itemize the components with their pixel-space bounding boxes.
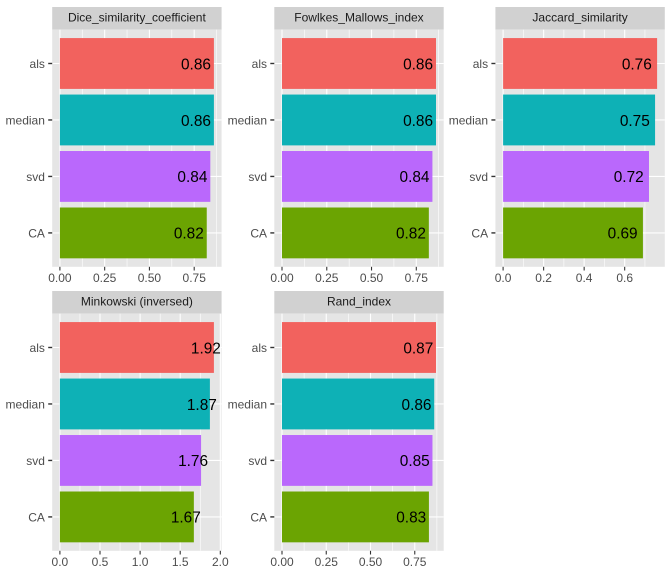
svg-text:0.6: 0.6: [616, 271, 633, 285]
svg-text:1.67: 1.67: [171, 510, 201, 527]
svg-text:Rand_index: Rand_index: [327, 295, 391, 309]
svg-text:CA: CA: [250, 227, 267, 241]
svg-text:median: median: [449, 114, 488, 128]
svg-text:1.5: 1.5: [172, 555, 189, 569]
svg-text:2.0: 2.0: [212, 555, 229, 569]
svg-text:0.25: 0.25: [315, 555, 339, 569]
svg-text:0.84: 0.84: [400, 169, 430, 186]
svg-text:median: median: [228, 114, 267, 128]
svg-text:0.50: 0.50: [360, 271, 384, 285]
svg-text:CA: CA: [28, 511, 45, 525]
svg-text:0.75: 0.75: [620, 113, 650, 130]
svg-text:0.72: 0.72: [614, 169, 644, 186]
svg-text:0.86: 0.86: [402, 397, 432, 414]
svg-text:0.76: 0.76: [622, 56, 652, 73]
svg-text:0.50: 0.50: [138, 271, 162, 285]
svg-text:als: als: [252, 57, 267, 71]
svg-text:0.86: 0.86: [181, 56, 211, 73]
svg-text:0.82: 0.82: [396, 226, 426, 243]
svg-text:0.25: 0.25: [93, 271, 117, 285]
svg-text:CA: CA: [471, 227, 488, 241]
svg-text:0.4: 0.4: [576, 271, 593, 285]
svg-text:CA: CA: [28, 227, 45, 241]
svg-text:0.2: 0.2: [535, 271, 552, 285]
svg-text:0.0: 0.0: [52, 555, 69, 569]
svg-text:0.85: 0.85: [400, 453, 430, 470]
svg-text:0.75: 0.75: [403, 555, 427, 569]
svg-text:0.5: 0.5: [92, 555, 109, 569]
svg-text:Minkowski (inversed): Minkowski (inversed): [81, 295, 193, 309]
svg-text:0.87: 0.87: [403, 340, 433, 357]
svg-text:1.0: 1.0: [132, 555, 149, 569]
svg-text:svd: svd: [248, 170, 267, 184]
svg-text:CA: CA: [250, 511, 267, 525]
svg-text:svd: svd: [26, 454, 45, 468]
svg-text:0.75: 0.75: [183, 271, 207, 285]
svg-text:0.25: 0.25: [315, 271, 339, 285]
svg-text:0.50: 0.50: [359, 555, 383, 569]
svg-text:svd: svd: [26, 170, 45, 184]
svg-text:Dice_similarity_coefficient: Dice_similarity_coefficient: [68, 11, 206, 25]
svg-text:als: als: [30, 57, 45, 71]
svg-text:median: median: [6, 398, 45, 412]
svg-text:0.86: 0.86: [403, 56, 433, 73]
svg-text:1.92: 1.92: [191, 340, 221, 357]
svg-text:median: median: [228, 398, 267, 412]
svg-text:1.87: 1.87: [187, 397, 217, 414]
svg-text:median: median: [6, 114, 45, 128]
svg-text:0.82: 0.82: [174, 226, 204, 243]
svg-text:0.0: 0.0: [495, 271, 512, 285]
svg-text:svd: svd: [469, 170, 488, 184]
svg-text:1.76: 1.76: [178, 453, 208, 470]
svg-text:als: als: [252, 341, 267, 355]
svg-text:0.00: 0.00: [48, 271, 72, 285]
svg-text:als: als: [473, 57, 488, 71]
svg-text:Fowlkes_Mallows_index: Fowlkes_Mallows_index: [294, 11, 423, 25]
svg-text:als: als: [30, 341, 45, 355]
svg-text:Jaccard_similarity: Jaccard_similarity: [532, 11, 627, 25]
svg-text:0.86: 0.86: [403, 113, 433, 130]
svg-text:0.86: 0.86: [181, 113, 211, 130]
svg-text:0.83: 0.83: [396, 510, 426, 527]
svg-text:0.69: 0.69: [608, 226, 638, 243]
svg-text:0.75: 0.75: [405, 271, 429, 285]
svg-text:0.00: 0.00: [270, 271, 294, 285]
svg-text:svd: svd: [248, 454, 267, 468]
svg-text:0.00: 0.00: [270, 555, 294, 569]
svg-text:0.84: 0.84: [177, 169, 207, 186]
